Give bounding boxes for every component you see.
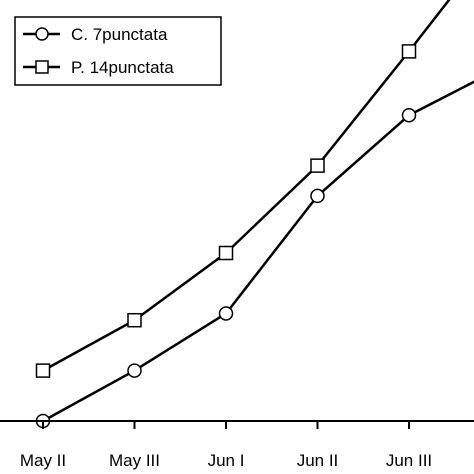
legend: C. 7punctata P. 14punctata (14, 16, 222, 86)
legend-circle-marker (35, 27, 49, 41)
x-tick-label-5: Jun III (386, 451, 432, 470)
legend-entry-2: P. 14punctata (23, 58, 174, 77)
legend-box (14, 16, 222, 86)
series-1-point-3 (218, 306, 234, 321)
x-tick-label-4: Jun II (297, 451, 339, 470)
series-2-point-3 (218, 245, 234, 261)
series-line-1 (42, 80, 474, 423)
legend-label-1: C. 7punctata (71, 25, 168, 44)
series-2-point-5 (401, 44, 417, 59)
series-2-point-2 (127, 312, 142, 328)
legend-label-2: P. 14punctata (71, 58, 174, 77)
data-markers (35, 44, 417, 429)
legend-square-marker (35, 60, 49, 74)
plot-area (42, 0, 474, 423)
series-1-point-2 (127, 363, 142, 378)
series-2-point-4 (310, 158, 325, 173)
legend-entry-1: C. 7punctata (23, 25, 168, 44)
x-tick-label-1: May II (20, 451, 66, 470)
series-1-point-5 (401, 107, 417, 123)
x-tick-label-3: Jun I (208, 451, 245, 470)
series-2-point-1 (35, 363, 51, 378)
series-line-2 (42, 0, 451, 372)
x-tick-labels: May II May III Jun I Jun II Jun III (20, 421, 432, 470)
x-tick-label-2: May III (109, 451, 160, 470)
series-1-point-4 (310, 188, 325, 204)
